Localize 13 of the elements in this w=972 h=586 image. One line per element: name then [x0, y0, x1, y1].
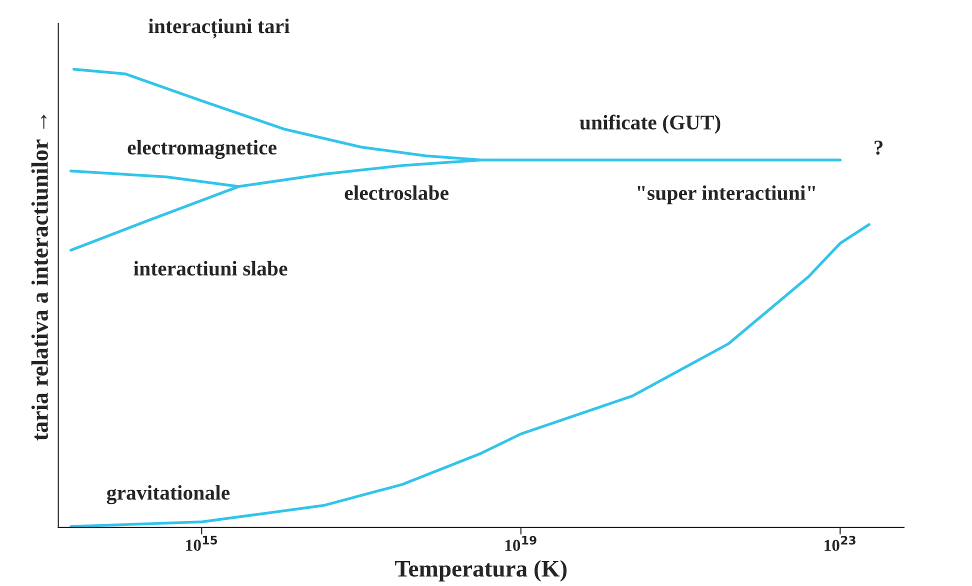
- annotation: ?: [874, 140, 883, 155]
- y-axis-title: taria relativa a interactiunilor →: [31, 114, 48, 441]
- annotation: electromagnetice: [128, 140, 277, 159]
- annotation: gravitationale: [106, 485, 230, 504]
- x-tick-label: 10$^{15}$: [186, 536, 218, 551]
- annotation: interactiuni slabe: [134, 260, 288, 276]
- text: interacțiuni tari: [148, 18, 290, 38]
- x-tick-label: 10$^{19}$: [505, 536, 536, 552]
- annotation: electroslabe: [344, 185, 448, 200]
- x-tick-label: 10$^{23}$: [824, 536, 856, 552]
- x-axis-title: Temperatura (K): [395, 560, 567, 582]
- annotation: unificate (GUT): [580, 114, 720, 134]
- annotation: "super interactiuni": [638, 185, 816, 204]
